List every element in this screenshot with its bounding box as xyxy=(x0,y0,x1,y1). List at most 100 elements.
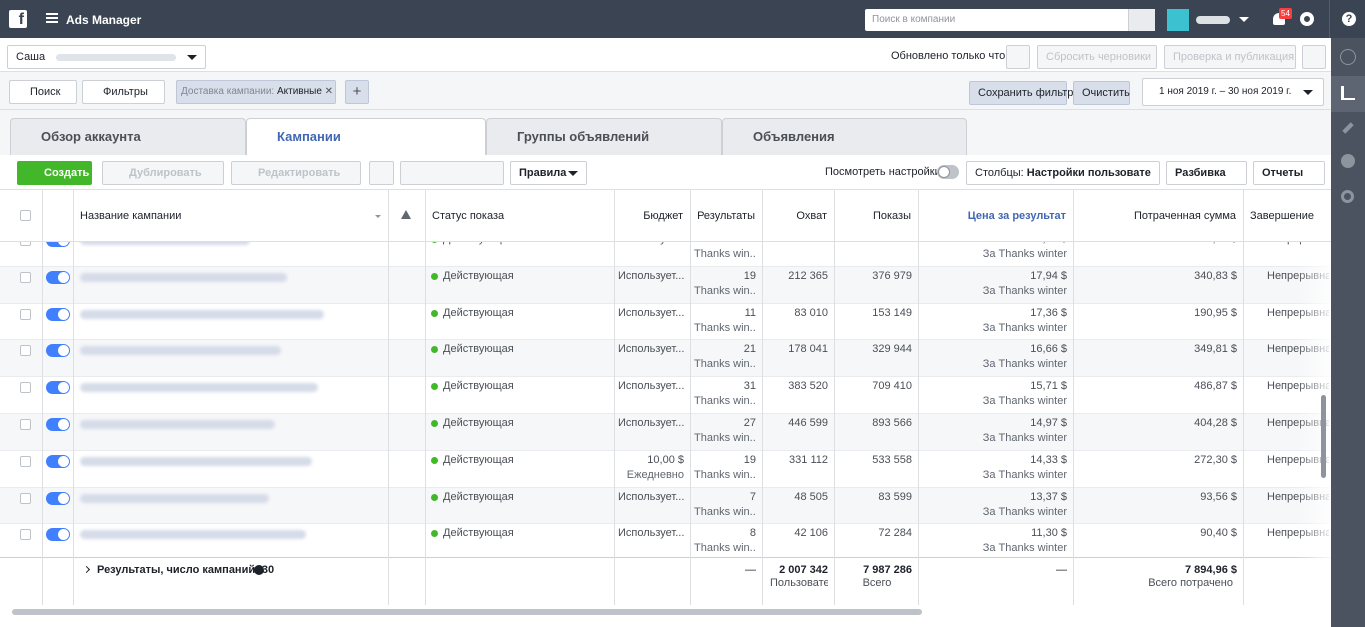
view-settings-label: Посмотреть настройки xyxy=(825,166,941,178)
campaign-toggle[interactable] xyxy=(46,307,70,321)
tab[interactable]: Объявления xyxy=(722,118,967,155)
settings-button[interactable] xyxy=(1302,45,1326,69)
cell-impressions: 142 592 xyxy=(838,242,912,245)
column-header: Статус показа xyxy=(432,210,505,222)
view-settings-toggle[interactable] xyxy=(937,165,959,179)
filters-button[interactable]: Фильтры xyxy=(82,80,165,104)
settings-icon[interactable] xyxy=(1300,12,1314,26)
delete-draft-button[interactable] xyxy=(369,161,394,185)
column-header: Результаты xyxy=(697,210,755,222)
row-checkbox xyxy=(20,419,31,430)
cell-cost: 17,94 $ xyxy=(1030,269,1067,282)
campaign-name-blurred xyxy=(80,530,306,540)
user-caret[interactable] xyxy=(1239,17,1249,27)
campaign-toggle[interactable] xyxy=(46,528,70,542)
horizontal-scrollbar[interactable] xyxy=(12,609,922,615)
app-title: Ads Manager xyxy=(66,13,142,27)
search-button[interactable] xyxy=(1128,9,1155,31)
campaign-toggle[interactable] xyxy=(46,491,70,505)
toggle-knob xyxy=(58,492,69,504)
campaign-name-blurred xyxy=(80,309,324,319)
tab[interactable]: Обзор аккаунта xyxy=(10,118,246,155)
clear-button[interactable]: Очистить xyxy=(1073,81,1130,105)
breakdown-button[interactable]: Разбивка xyxy=(1166,161,1247,185)
cell-spent: 90,40 $ xyxy=(1200,527,1237,540)
status-text: Действующая xyxy=(443,490,514,503)
tab[interactable]: Группы объявлений xyxy=(486,118,722,155)
collapse-icon[interactable] xyxy=(1340,49,1356,65)
discard-button[interactable]: Сбросить черновики xyxy=(1037,45,1157,69)
column-header: Показы xyxy=(872,210,911,222)
cell-cost-note: За Thanks winter xyxy=(982,432,1067,444)
rules-button[interactable]: Правила xyxy=(510,161,587,185)
row-checkbox xyxy=(20,492,31,504)
search-filter-button[interactable]: Поиск xyxy=(9,80,77,104)
status-dot xyxy=(431,456,438,464)
user-name[interactable] xyxy=(1196,16,1230,24)
status-dot xyxy=(431,242,438,243)
search-box[interactable]: Поиск в компании xyxy=(865,9,1155,31)
save-filter-button[interactable]: Сохранить фильтр xyxy=(969,81,1073,105)
campaign-toggle[interactable] xyxy=(46,242,70,247)
chart-icon xyxy=(1341,86,1355,100)
cell-results-note: Thanks win... xyxy=(694,358,756,371)
expand-caret xyxy=(82,565,91,574)
account-bar: Саша Обновлено только что Сбросить черно… xyxy=(0,38,1331,72)
duplicate-button[interactable]: Дублировать xyxy=(102,161,224,185)
edit-icon[interactable] xyxy=(1342,122,1354,134)
avatar[interactable] xyxy=(1167,9,1189,31)
status-text: Действующая xyxy=(443,453,514,466)
column-header: Завершение xyxy=(1250,210,1314,222)
search-icon[interactable] xyxy=(1341,190,1354,203)
campaign-name-blurred xyxy=(80,272,287,282)
chip-label: Доставка кампании: xyxy=(181,86,275,97)
toggle-knob xyxy=(58,419,69,430)
campaign-toggle[interactable] xyxy=(46,270,70,284)
tab-active[interactable]: Кампании xyxy=(246,118,486,156)
column-header: Название кампании xyxy=(80,210,182,222)
campaign-toggle[interactable] xyxy=(46,344,70,358)
cell-reach: 42 106 xyxy=(794,527,828,540)
campaign-toggle[interactable] xyxy=(46,418,70,431)
history-icon[interactable] xyxy=(1341,154,1355,168)
reports-button[interactable]: Отчеты xyxy=(1253,161,1325,185)
campaign-name-blurred xyxy=(80,346,281,356)
chart-icon-active[interactable] xyxy=(1331,76,1365,112)
cell-results-note: Thanks win... xyxy=(694,321,756,334)
cell-cost-note: За Thanks winter xyxy=(982,395,1067,408)
cell-budget: Использует... xyxy=(618,490,684,503)
cell-impressions: 533 558 xyxy=(872,453,912,466)
search-placeholder: Поиск в компании xyxy=(872,14,956,25)
table-row: Действующая Использует... 7 Thanks win... 48… xyxy=(0,487,1331,525)
columns-button[interactable]: Столбцы: Настройки пользовате xyxy=(966,161,1160,185)
add-filter-button[interactable]: + xyxy=(345,80,369,104)
info-icon xyxy=(254,565,264,575)
logo[interactable]: f xyxy=(9,10,27,28)
create-button[interactable]: Создать xyxy=(17,161,92,185)
cell-spent: 272,30 $ xyxy=(1194,453,1237,466)
campaign-name-blurred xyxy=(80,242,250,245)
publish-button[interactable]: Проверка и публикация xyxy=(1164,45,1296,69)
edit-button[interactable]: Редактировать xyxy=(231,161,361,185)
help-icon[interactable]: ? xyxy=(1342,12,1356,26)
campaign-toggle[interactable] xyxy=(46,381,70,395)
account-select[interactable]: Саша xyxy=(7,45,206,69)
campaign-toggle[interactable] xyxy=(46,454,70,468)
date-picker[interactable]: 1 ноя 2019 г. – 30 ноя 2019 г. xyxy=(1142,78,1324,106)
menu-icon[interactable] xyxy=(46,13,58,15)
filter-chip[interactable]: Доставка кампании: Активные ✕ xyxy=(176,80,336,104)
status-dot xyxy=(431,420,438,427)
updated-text: Обновлено только что xyxy=(891,50,1006,62)
vertical-scrollbar[interactable] xyxy=(1321,395,1326,478)
refresh-button[interactable] xyxy=(1006,45,1030,69)
cell-budget: Использует... xyxy=(618,269,684,282)
scroll-area xyxy=(0,605,1331,627)
status-text: Действующая xyxy=(443,269,514,282)
icon-button-group[interactable] xyxy=(400,161,504,185)
toggle-knob xyxy=(58,308,69,320)
footer-reach-note: Пользователи xyxy=(770,577,828,589)
status-dot xyxy=(431,272,438,280)
cell-results: 19 xyxy=(743,453,756,466)
table-row: Действующая 10,00 $ Ежедневно 19 Thanks win.… xyxy=(0,450,1331,488)
